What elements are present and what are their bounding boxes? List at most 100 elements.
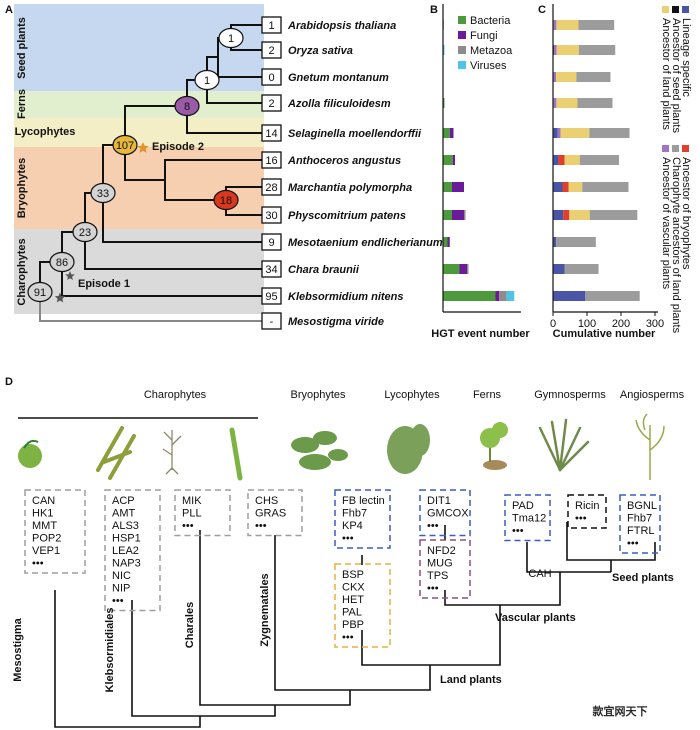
gene-box (334, 489, 391, 549)
bar-segment (553, 237, 557, 247)
bar-segment (579, 155, 619, 165)
gene-name: BSP (342, 569, 364, 581)
clade-label: Mesostigma (12, 617, 24, 681)
bar-segment (553, 98, 557, 108)
panel-label: D (5, 376, 13, 388)
gene-name: AMT (112, 507, 136, 519)
gene-name: Fhb7 (342, 507, 367, 519)
gene-name: MIK (182, 495, 202, 507)
x-tick-label: 200 (612, 318, 630, 330)
node-count: 86 (56, 257, 68, 269)
gene-name: LEA2 (112, 545, 139, 557)
x-axis-title: Cumulative number (553, 328, 656, 340)
gene-name: CHS (255, 495, 278, 507)
count-box (261, 16, 282, 34)
bar-segment (464, 210, 466, 220)
group-band (14, 229, 264, 314)
gene-name: MUG (427, 557, 453, 569)
clade-header: Angiosperms (620, 389, 685, 401)
bar-segment (443, 291, 496, 301)
bar-segment (452, 210, 464, 220)
gene-name: ••• (427, 520, 439, 532)
clade-label: Seed plants (612, 572, 674, 584)
bar-segment (562, 182, 569, 192)
legend-label: Ancestor of land plants (660, 18, 672, 130)
legend-label: Bacteria (470, 15, 511, 27)
tree-node (112, 134, 138, 156)
legend-label: Charophyte ancestors of land plants (670, 157, 682, 334)
gene-box (24, 489, 86, 574)
gene-name: NIC (112, 570, 131, 582)
gene-name: ••• (342, 532, 354, 544)
legend-label: Lineage specific (680, 18, 692, 97)
episode-label: Episode 2 (152, 141, 204, 153)
bar-segment (495, 291, 500, 301)
gene-name: ••• (255, 520, 267, 532)
episode-label: Episode 1 (78, 278, 130, 290)
bar-segment (443, 155, 453, 165)
legend-swatch (458, 46, 466, 54)
bar-segment (443, 264, 460, 274)
group-label: Charophytes (16, 238, 28, 305)
taxon-count: 16 (265, 155, 277, 167)
gene-name: PAL (342, 606, 362, 618)
tree-node (174, 95, 200, 117)
gene-name: BGNL (627, 500, 657, 512)
clade-header: Gymnosperms (534, 389, 606, 401)
node-count: 1 (228, 33, 234, 45)
bar-segment (563, 210, 570, 220)
taxon-name: Mesotaenium endlicherianum (288, 237, 443, 249)
bar-segment (449, 128, 454, 138)
count-box (261, 94, 282, 112)
bar-segment (556, 72, 577, 82)
node-count: 91 (34, 287, 46, 299)
taxon-name: Anthoceros angustus (287, 155, 401, 167)
taxon-count: 14 (265, 128, 277, 140)
clade-label: Land plants (440, 674, 502, 686)
gene-name: POP2 (32, 532, 61, 544)
gene-name: ••• (112, 595, 124, 607)
taxon-name: Chara braunii (288, 264, 360, 276)
clade-header: Lycophytes (384, 389, 440, 401)
gene-name: FTRL (627, 525, 655, 537)
clade-header: Bryophytes (290, 389, 346, 401)
plant-icons (18, 413, 665, 481)
bar-segment (506, 291, 515, 301)
legend-swatch (458, 61, 466, 69)
gene-name: ••• (182, 520, 194, 532)
bar-segment (553, 20, 557, 30)
bar-segment (585, 291, 640, 301)
bar-segment (452, 155, 455, 165)
legend-swatch (672, 6, 679, 13)
gene-box (419, 539, 471, 599)
bar-segment (556, 20, 579, 30)
bar-segment (558, 155, 565, 165)
bar-segment (443, 128, 450, 138)
bar-segment (554, 45, 557, 55)
group-label: Ferns (16, 89, 28, 119)
gene-name: HK1 (32, 507, 53, 519)
gene-name: MMT (32, 520, 57, 532)
gene-name: TPS (427, 570, 448, 582)
legend-label: Fungi (470, 30, 498, 42)
gene-name: ••• (342, 631, 354, 643)
legend-label: Ancestor of bryophytes (680, 157, 692, 270)
bar-segment (443, 182, 452, 192)
count-box (261, 287, 282, 305)
bar-segment (582, 182, 629, 192)
x-tick-label: 100 (578, 318, 596, 330)
clade-label: Klebsormidiales (104, 608, 116, 693)
gene-box (419, 489, 471, 537)
bar-segment (569, 210, 590, 220)
watermark: 款宜网天下 (593, 704, 648, 718)
panel-label: B (430, 4, 438, 16)
bar-segment (568, 182, 583, 192)
gene-name: HSP1 (112, 532, 141, 544)
tree-node (90, 182, 116, 204)
legend-swatch (458, 31, 466, 39)
bar-segment (553, 155, 559, 165)
bar-segment (553, 128, 558, 138)
gene-name: ACP (112, 495, 135, 507)
gene-name: GRAS (255, 507, 286, 519)
